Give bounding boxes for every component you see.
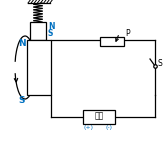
Bar [83,110,115,124]
Text: S: S [157,58,162,68]
Text: S: S [18,96,24,105]
Bar [30,22,46,40]
Text: 电源: 电源 [94,111,104,120]
Bar [27,40,51,95]
Text: N: N [48,22,54,31]
Text: S: S [48,29,53,38]
Text: (-): (-) [105,125,113,130]
Text: N: N [18,39,26,48]
Text: P: P [125,29,130,38]
Text: (+): (+) [84,125,94,130]
Bar [100,37,124,46]
